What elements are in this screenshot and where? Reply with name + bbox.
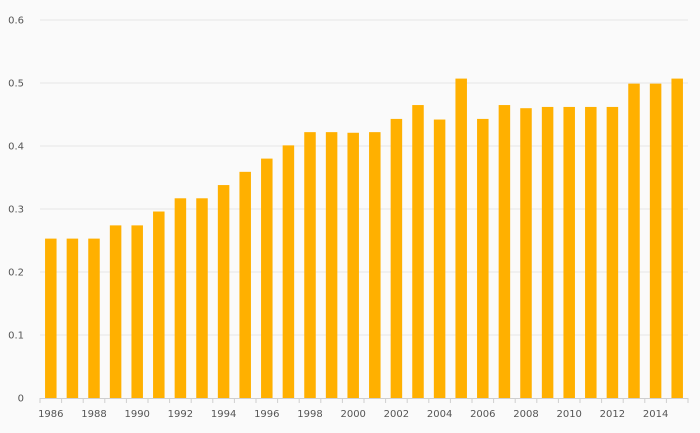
bar-2004 [433,119,446,398]
bar-1995 [239,171,251,398]
bar-2005 [455,78,467,398]
bar-1987 [66,238,79,398]
bar-2011 [585,106,597,398]
x-tick-label: 1986 [38,409,63,420]
gridlines [40,19,688,336]
x-tick-label: 1988 [81,409,106,420]
bar-2010 [563,106,575,398]
y-axis-tick-labels: 0 0.1 0.2 0.3 0.4 0.5 0.6 [8,16,24,405]
x-tick-label: 1996 [254,409,279,420]
y-tick-label: 0.5 [8,79,24,90]
bar-2002 [390,118,403,398]
bar-2009 [541,106,554,398]
bar-2000 [347,132,359,398]
bar-1998 [304,132,316,398]
bar-2014 [649,83,662,398]
bar-1996 [261,158,273,398]
x-tick-label: 1992 [168,409,193,420]
bar-1999 [325,132,338,398]
x-tick-label: 2000 [340,409,365,420]
x-tick-label: 2014 [643,409,668,420]
y-tick-label: 0.3 [8,205,24,216]
bar-1988 [88,238,100,398]
y-tick-label: 0 [18,394,24,405]
bar-2006 [477,118,489,398]
x-axis-tick-labels: 1986 1988 1990 1992 1994 1996 1998 2000 2002 2004… [38,409,668,420]
bar-2015 [671,78,683,398]
bar-2013 [628,83,640,398]
bar-1986 [45,238,57,398]
y-tick-label: 0.6 [8,16,24,27]
x-tick-label: 2006 [470,409,495,420]
bar-2001 [369,132,381,398]
x-tick-label: 2004 [427,409,452,420]
bar-2012 [606,106,619,398]
x-tick-label: 1998 [297,409,322,420]
bar-1994 [217,185,230,398]
x-tick-label: 1994 [211,409,236,420]
bar-1993 [196,198,208,398]
x-tick-label: 2008 [513,409,538,420]
bar-1989 [109,225,122,398]
bar-2008 [520,108,532,398]
bar-1990 [131,225,143,398]
bar-2007 [498,105,511,399]
bar-series [45,78,683,399]
bar-1997 [282,145,295,398]
x-tick-label: 2002 [384,409,409,420]
bar-1991 [153,211,165,398]
bar-1992 [174,198,187,398]
bar-2003 [412,105,424,399]
y-tick-label: 0.1 [8,331,24,342]
x-axis [39,398,689,403]
y-tick-label: 0.4 [8,142,24,153]
x-tick-label: 2012 [600,409,625,420]
x-tick-label: 1990 [124,409,149,420]
x-tick-label: 2010 [556,409,581,420]
y-tick-label: 0.2 [8,268,24,279]
